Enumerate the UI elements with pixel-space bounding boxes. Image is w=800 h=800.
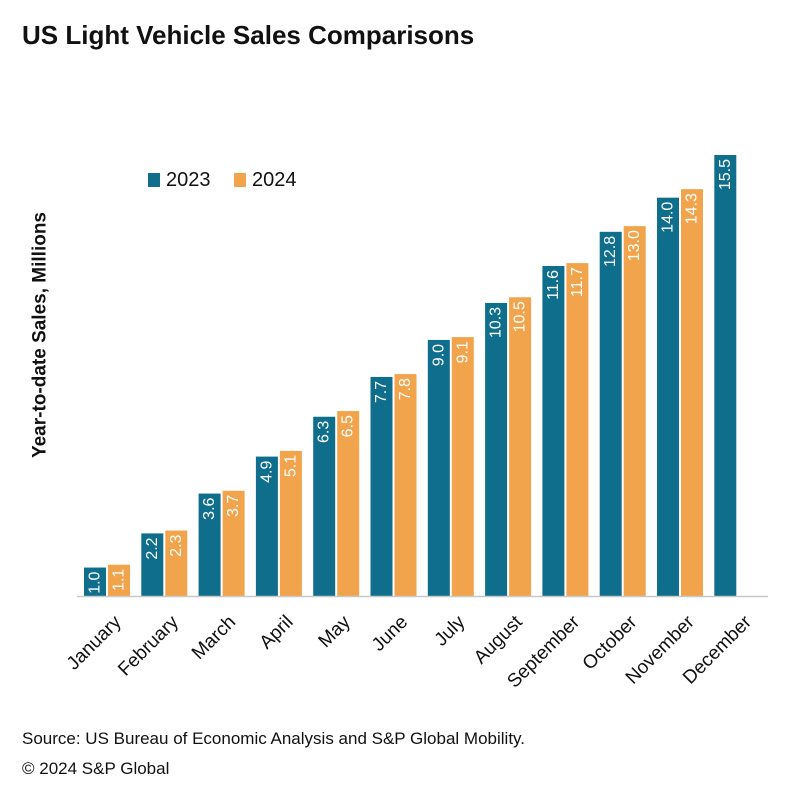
data-label-2023-january: 1.0	[87, 571, 104, 593]
data-label-2024-november: 14.3	[684, 193, 701, 224]
bar-2024-march	[222, 490, 245, 596]
bar-2024-august	[509, 297, 532, 596]
bar-2023-june	[370, 376, 393, 596]
data-label-2024-may: 6.5	[340, 415, 357, 437]
bar-2024-june	[394, 374, 417, 596]
data-label-2024-august: 10.5	[512, 301, 529, 332]
bar-2024-november	[681, 189, 703, 596]
legend-label-2024: 2024	[252, 169, 297, 191]
x-tick-label-august: August	[470, 611, 527, 668]
data-label-2024-january: 1.1	[111, 569, 128, 591]
data-label-2024-april: 5.1	[282, 455, 299, 477]
data-label-2023-december: 15.5	[717, 159, 734, 190]
data-label-2024-october: 13.0	[626, 230, 643, 261]
bar-2024-april	[279, 450, 302, 596]
x-tick-label-july: July	[431, 611, 470, 650]
bar-2024-september	[566, 263, 589, 596]
bar-2023-december	[714, 155, 737, 596]
bar-2024-january	[108, 564, 130, 596]
bars-layer	[84, 155, 737, 597]
bar-2023-april	[255, 456, 278, 596]
bar-2023-october	[599, 231, 622, 597]
bar-2023-january	[84, 567, 106, 596]
legend-swatch-2023	[148, 173, 160, 187]
data-label-2023-may: 6.3	[316, 421, 333, 443]
data-label-2023-april: 4.9	[258, 460, 275, 482]
data-label-2024-june: 7.8	[397, 378, 414, 400]
bar-2024-may	[337, 411, 360, 596]
bar-2023-february	[141, 533, 164, 596]
data-label-2024-march: 3.7	[225, 495, 242, 517]
source-note: Source: US Bureau of Economic Analysis a…	[22, 729, 526, 748]
data-label-2024-september: 11.7	[569, 267, 586, 297]
legend: 2023 2024	[148, 169, 297, 191]
data-label-2023-march: 3.6	[201, 497, 218, 519]
chart-title: US Light Vehicle Sales Comparisons	[22, 20, 475, 50]
data-labels-layer: 1.0 1.1 2.2 2.3 3.6 3.7 4.9 5.1 6.3 6.5 7.7 7.8 9.0 9…	[87, 159, 734, 594]
bar-2023-july	[427, 339, 450, 596]
bar-2023-march	[198, 493, 221, 596]
data-label-2023-july: 9.0	[430, 344, 447, 366]
bar-2024-october	[623, 226, 646, 596]
data-label-2023-october: 12.8	[602, 236, 619, 267]
legend-swatch-2024	[234, 173, 246, 187]
x-tick-label-march: March	[188, 612, 240, 664]
x-tick-label-may: May	[315, 611, 356, 652]
copyright-note: © 2024 S&P Global	[22, 759, 170, 778]
data-label-2024-july: 9.1	[454, 341, 471, 363]
bar-2024-february	[165, 530, 188, 596]
x-tick-label-april: April	[256, 612, 298, 654]
data-label-2024-february: 2.3	[168, 534, 185, 556]
bar-2024-july	[451, 337, 474, 596]
data-label-2023-february: 2.2	[144, 537, 161, 559]
legend-label-2023: 2023	[166, 169, 211, 191]
data-label-2023-june: 7.7	[373, 381, 390, 403]
x-tick-label-june: June	[368, 612, 412, 656]
bar-2023-august	[485, 302, 508, 596]
data-label-2023-september: 11.6	[545, 270, 562, 300]
data-label-2023-november: 14.0	[660, 202, 677, 233]
data-label-2023-august: 10.3	[488, 307, 505, 338]
bar-2023-november	[657, 197, 679, 596]
bar-2023-may	[313, 416, 336, 596]
bar-2023-september	[542, 265, 565, 596]
y-axis-label: Year-to-date Sales, Millions	[30, 212, 51, 458]
x-tick-label-february: February	[114, 611, 183, 680]
